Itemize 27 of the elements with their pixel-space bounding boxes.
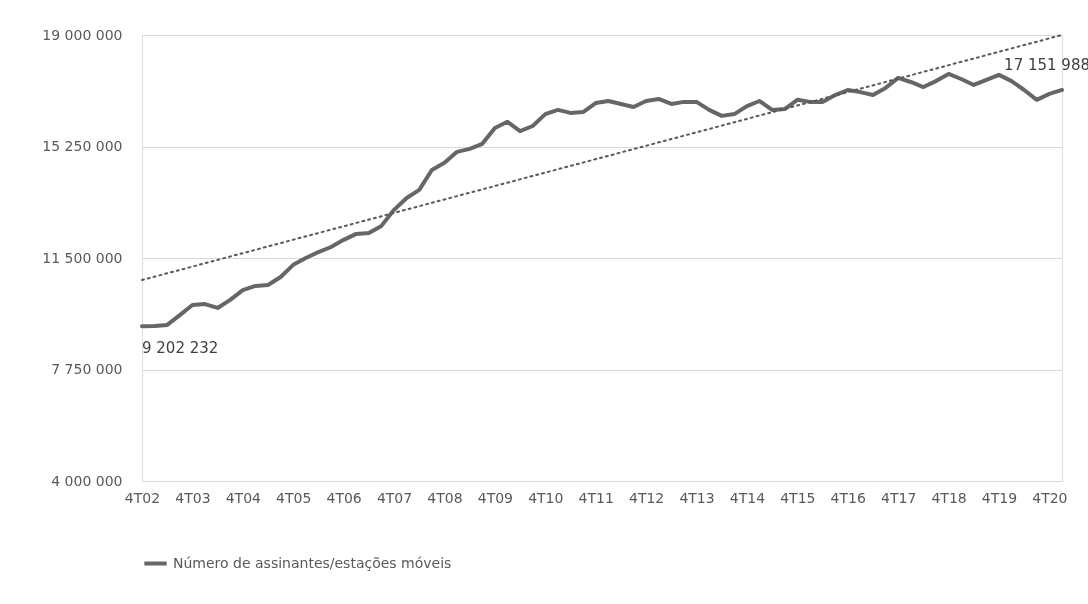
y-tick-label: 15 250 000 bbox=[42, 138, 123, 154]
x-tick-label: 4T07 bbox=[376, 489, 413, 506]
line-series bbox=[140, 71, 1064, 329]
y-tick-label: 7 750 000 bbox=[51, 361, 123, 377]
x-tick-label: 4T06 bbox=[326, 489, 362, 506]
x-tick-label: 4T08 bbox=[427, 489, 463, 506]
y-tick-label: 4 000 000 bbox=[51, 472, 123, 489]
x-tick-label: 4T10 bbox=[528, 489, 564, 506]
x-tick-label: 4T14 bbox=[729, 489, 766, 506]
x-tick-label: 4T04 bbox=[225, 489, 262, 506]
x-tick-label: 4T20 bbox=[1032, 489, 1068, 506]
y-tick-label: 11 500 000 bbox=[42, 249, 123, 266]
x-tick-label: 4T02 bbox=[124, 489, 161, 506]
x-tick-label: 4T13 bbox=[679, 489, 715, 506]
x-tick-label: 4T09 bbox=[477, 489, 514, 506]
x-tick-label: 4T11 bbox=[578, 489, 614, 506]
x-tick-label: 4T17 bbox=[881, 489, 917, 506]
y-tick-label: 19 000 000 bbox=[42, 26, 123, 43]
x-tick-label: 4T16 bbox=[830, 489, 866, 506]
x-tick-label: 4T19 bbox=[981, 489, 1018, 506]
x-tick-label: 4T05 bbox=[276, 489, 312, 506]
x-tick-label: 4T03 bbox=[175, 489, 211, 506]
x-tick-label: 4T18 bbox=[931, 489, 967, 506]
legend-label: Número de assinantes/estações móveis bbox=[173, 554, 452, 571]
x-tick-label: 4T12 bbox=[628, 489, 665, 506]
data-label: 9 202 232 bbox=[142, 339, 219, 358]
x-tick-label: 4T15 bbox=[780, 489, 816, 506]
